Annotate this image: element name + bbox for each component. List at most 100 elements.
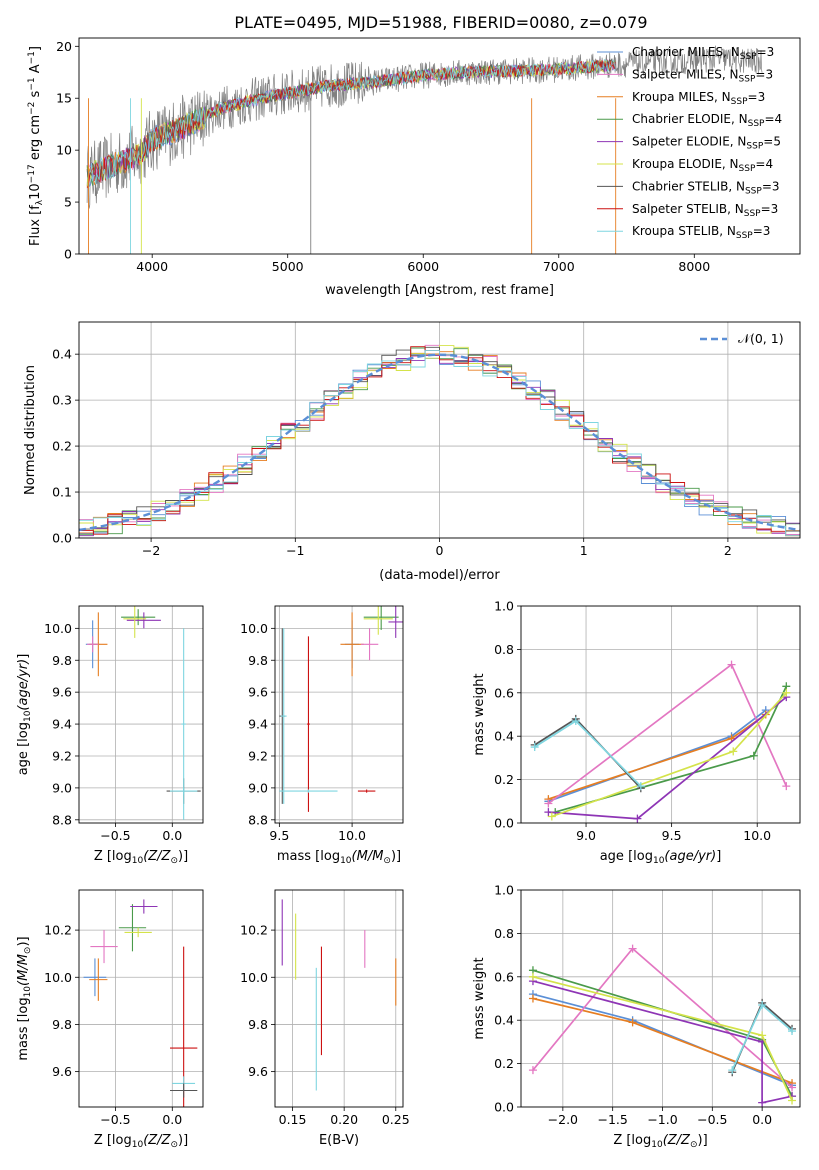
- legend-label: Kroupa STELIB, NSSP=3: [632, 224, 770, 241]
- y-tick-label: 0.0: [52, 531, 72, 546]
- plot-area-mass-vs-Z: [79, 890, 203, 1107]
- legend-label: Salpeter MILES, NSSP=3: [632, 67, 773, 84]
- x-tick-label: −2: [142, 543, 160, 558]
- x-tick-label: 10.0: [743, 828, 771, 843]
- panel-spectrum: 4000 5000 6000 7000 8000 0 5 10 15 20 Chabrier MIL…: [27, 37, 801, 298]
- y-tick-label: 8.8: [248, 812, 268, 827]
- x-tick-label: −1.0: [647, 1112, 677, 1127]
- x-axis-label: E(B-V): [319, 1133, 359, 1148]
- x-tick-label: 8000: [678, 259, 710, 274]
- series-marker: [727, 660, 736, 669]
- x-tick-label: −1: [286, 543, 304, 558]
- y-tick-label: 0.4: [494, 1013, 514, 1028]
- legend: Chabrier MILES, NSSP=3 Salpeter MILES, NS…: [597, 45, 782, 241]
- residual-histogram: [79, 350, 800, 537]
- y-axis-label: mass weight: [472, 673, 487, 755]
- y-tick-label: 9.6: [52, 1064, 72, 1079]
- plot-area-residuals: [79, 322, 800, 538]
- errorbar-point: [170, 787, 198, 795]
- x-tick-label: 6000: [407, 259, 439, 274]
- errorbar-point: [126, 612, 161, 629]
- panel-weight-vs-Z: −2.0 −1.5 −1.0 −0.5 0.0 0.0 0.2 0.4 0.6 0.8 1.0 Z […: [472, 883, 801, 1150]
- errorbar-point: [170, 946, 198, 1107]
- errorbar-point: [83, 958, 107, 997]
- panel-residuals: −2 −1 0 1 2 0.0 0.1 0.2 0.3 0.4 𝒩(0, 1) (data-model…: [23, 321, 801, 583]
- y-tick-label: 0.4: [52, 347, 72, 362]
- y-tick-label: 10.0: [44, 970, 72, 985]
- x-tick-label: 10.0: [338, 828, 366, 843]
- series-marker: [628, 944, 637, 953]
- x-tick-label: 1: [580, 543, 588, 558]
- panel-mass-vs-ebv: 0.15 0.20 0.25 9.6 9.8 10.0 10.2 E(B-V): [240, 889, 410, 1148]
- x-axis-label: (data-model)/error: [379, 568, 500, 583]
- errorbar-point: [307, 636, 310, 812]
- series-marker: [788, 1027, 797, 1036]
- series-marker: [788, 1083, 797, 1092]
- x-tick-label: 0.0: [162, 828, 182, 843]
- panel-age-vs-mass: 9.5 10.0 8.8 9.0 9.2 9.4 9.6 9.8 10.0 mass [log10…: [240, 605, 404, 866]
- y-tick-label: 0.0: [494, 1100, 514, 1115]
- x-tick-label: −0.5: [697, 1112, 727, 1127]
- x-tick-label: 7000: [543, 259, 575, 274]
- x-tick-label: 4000: [136, 259, 168, 274]
- axes-frame: [274, 889, 404, 1108]
- y-axis-label: mass [log10(M/M⊙)]: [16, 936, 33, 1060]
- y-tick-label: 9.4: [52, 717, 72, 732]
- panel-mass-vs-Z: −0.5 0.0 9.6 9.8 10.0 10.2 Z [log10(Z/Z⊙)] mass…: [16, 889, 204, 1150]
- errorbar-point: [121, 609, 156, 626]
- y-tick-label: 0.3: [52, 393, 72, 408]
- errorbar-point: [118, 904, 147, 952]
- series-marker: [729, 747, 738, 756]
- errorbar-point: [357, 789, 376, 793]
- errorbar-point: [86, 636, 99, 653]
- y-tick-label: 10.0: [240, 621, 268, 636]
- axes-frame: [520, 889, 801, 1108]
- y-axis-label: age [log10(age/yr)]: [16, 654, 33, 776]
- x-tick-label: −0.5: [100, 1112, 130, 1127]
- x-tick-label: 0.0: [162, 1112, 182, 1127]
- series-marker: [530, 743, 539, 752]
- y-tick-label: 9.8: [52, 653, 72, 668]
- y-tick-label: 9.8: [248, 1017, 268, 1032]
- series-marker: [782, 782, 791, 791]
- errorbar-point: [363, 606, 399, 630]
- series-marker: [528, 1066, 537, 1075]
- y-tick-label: 9.6: [248, 685, 268, 700]
- y-tick-label: 1.0: [494, 599, 514, 614]
- legend-label: Kroupa ELODIE, NSSP=4: [632, 157, 773, 174]
- y-tick-label: 9.0: [248, 780, 268, 795]
- series-marker: [571, 717, 580, 726]
- y-tick-label: 9.8: [248, 653, 268, 668]
- y-tick-label: 9.4: [248, 717, 268, 732]
- y-tick-label: 0.1: [52, 485, 72, 500]
- plot-area-spectrum: [86, 45, 763, 254]
- errorbar-point: [340, 612, 364, 677]
- x-tick-label: 9.0: [576, 828, 596, 843]
- errorbar-point: [90, 930, 118, 964]
- series-marker: [758, 1098, 767, 1107]
- x-tick-label: −0.5: [100, 828, 130, 843]
- legend-label: Chabrier STELIB, NSSP=3: [632, 179, 780, 196]
- axes-frame: [520, 605, 801, 824]
- y-tick-label: 9.8: [52, 1017, 72, 1032]
- errorbar-point: [280, 628, 287, 804]
- x-tick-label: 0.0: [752, 1112, 772, 1127]
- x-tick-label: 0.25: [382, 1112, 410, 1127]
- series-marker: [544, 808, 553, 817]
- y-tick-label: 10: [56, 143, 72, 158]
- y-tick-label: 10.2: [44, 923, 72, 938]
- figure-title: PLATE=0495, MJD=51988, FIBERID=0080, z=0…: [234, 13, 647, 32]
- errorbar-point: [279, 789, 338, 793]
- legend-label: 𝒩(0, 1): [738, 331, 784, 346]
- legend-label: Salpeter STELIB, NSSP=3: [632, 202, 778, 219]
- x-axis-label: age [log10(age/yr)]: [600, 849, 722, 866]
- y-tick-label: 0: [64, 247, 72, 262]
- axes-frame: [78, 37, 801, 255]
- x-axis-label: Z [log10(Z/Z⊙)]: [613, 1133, 707, 1150]
- y-tick-label: 0.2: [52, 439, 72, 454]
- series-line: [532, 980, 793, 1104]
- y-tick-label: 10.0: [44, 621, 72, 636]
- y-tick-label: 10.2: [240, 923, 268, 938]
- series-marker: [633, 814, 642, 823]
